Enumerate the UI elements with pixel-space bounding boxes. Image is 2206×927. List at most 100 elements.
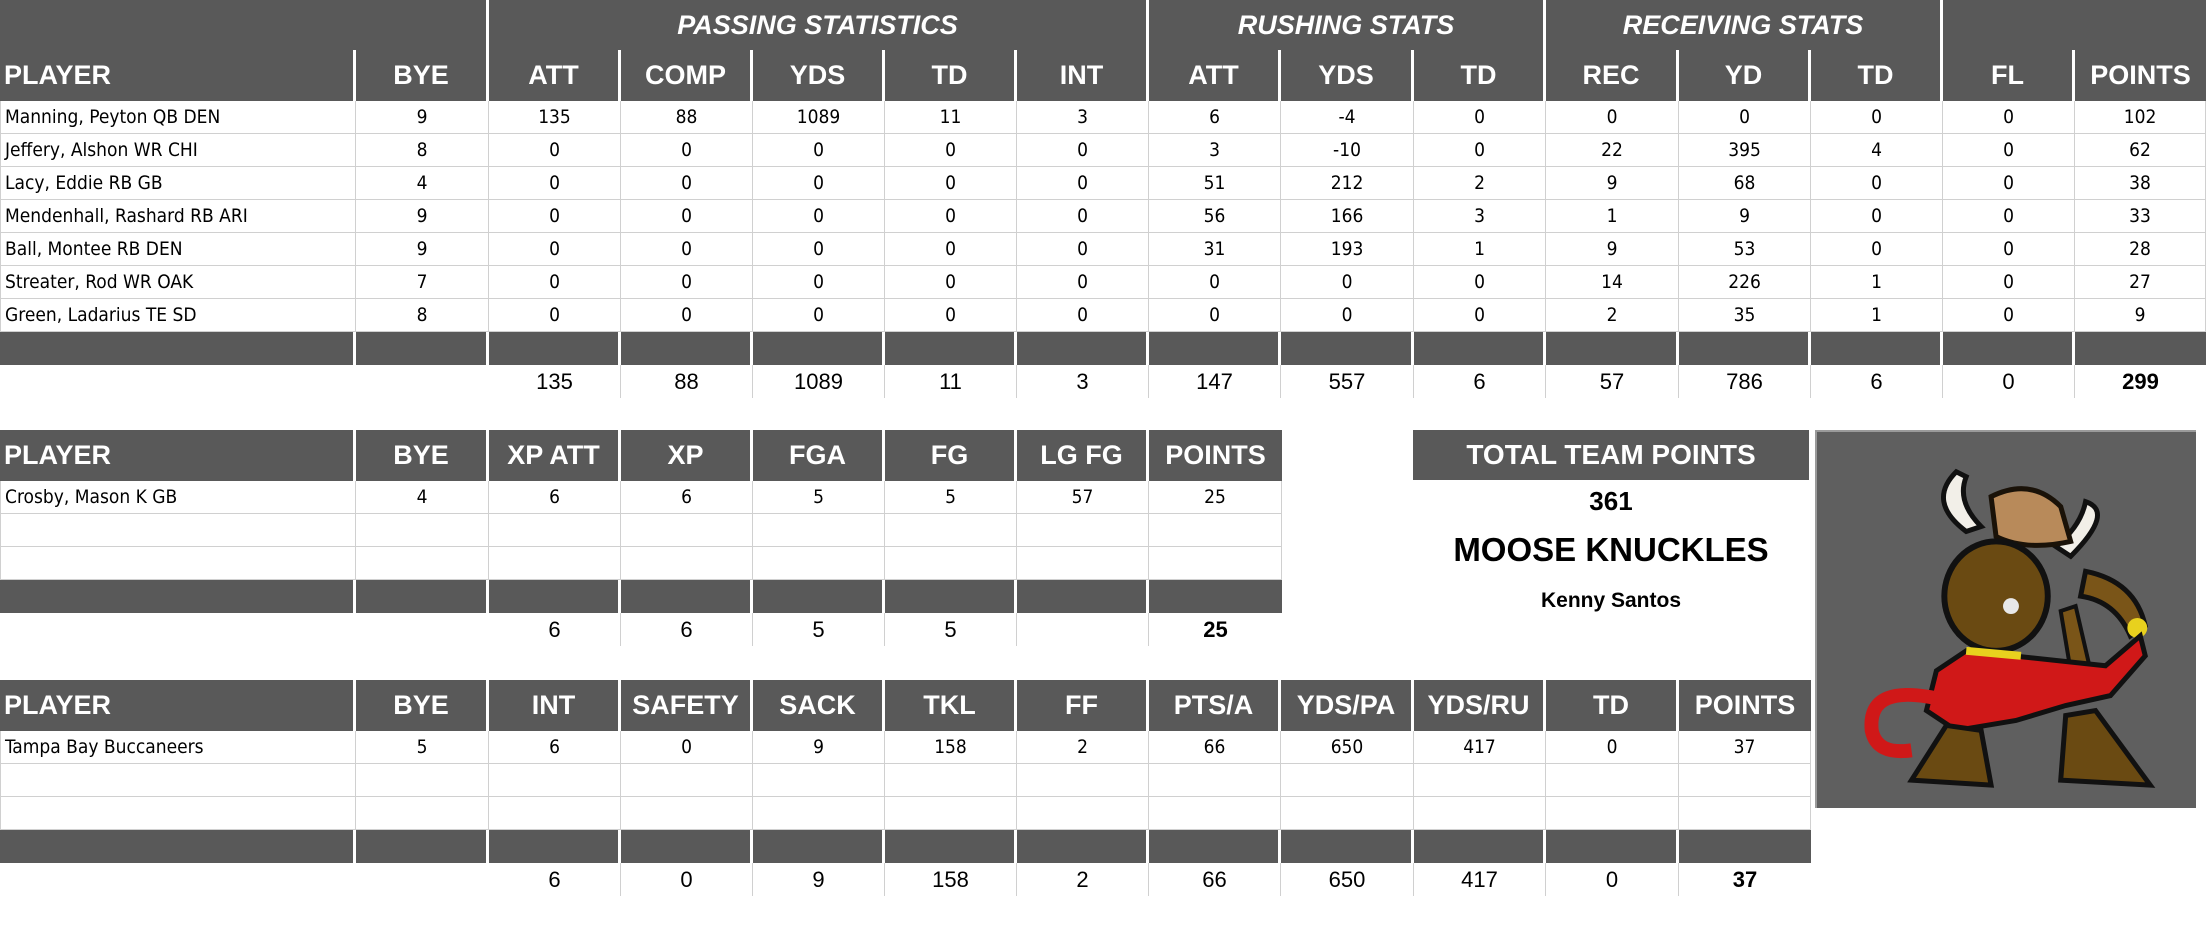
stat-cell[interactable]: 3 xyxy=(1017,101,1150,134)
stat-cell[interactable]: 0 xyxy=(621,200,753,233)
stat-cell[interactable]: 0 xyxy=(1281,266,1415,299)
player-name-cell[interactable]: Crosby, Mason K GB xyxy=(0,481,356,514)
stat-cell[interactable]: 0 xyxy=(621,134,753,167)
stat-cell[interactable]: 33 xyxy=(2075,200,2206,233)
stat-cell[interactable]: 57 xyxy=(1017,481,1149,514)
stat-cell[interactable]: 0 xyxy=(885,167,1017,200)
stat-cell[interactable]: 0 xyxy=(1943,299,2076,332)
stat-cell[interactable]: 9 xyxy=(356,101,489,134)
stat-cell[interactable] xyxy=(1281,764,1414,797)
player-name-cell[interactable] xyxy=(0,547,356,580)
stat-cell[interactable] xyxy=(1414,797,1546,830)
stat-cell[interactable] xyxy=(1149,547,1282,580)
stat-cell[interactable]: 0 xyxy=(489,134,621,167)
stat-cell[interactable]: 6 xyxy=(489,731,621,764)
stat-cell[interactable]: 0 xyxy=(489,299,621,332)
stat-cell[interactable]: 0 xyxy=(1679,101,1812,134)
stat-cell[interactable]: 11 xyxy=(885,101,1017,134)
stat-cell[interactable]: 9 xyxy=(356,200,489,233)
stat-cell[interactable] xyxy=(753,764,885,797)
stat-cell[interactable]: 0 xyxy=(621,299,753,332)
stat-cell[interactable]: 31 xyxy=(1149,233,1282,266)
stat-cell[interactable]: 66 xyxy=(1149,731,1281,764)
player-name-cell[interactable]: Manning, Peyton QB DEN xyxy=(0,101,356,134)
stat-cell[interactable]: 102 xyxy=(2075,101,2206,134)
stat-cell[interactable]: 0 xyxy=(753,200,885,233)
stat-cell[interactable] xyxy=(885,514,1017,547)
stat-cell[interactable]: 5 xyxy=(753,481,885,514)
stat-cell[interactable]: 8 xyxy=(356,299,489,332)
stat-cell[interactable] xyxy=(356,547,489,580)
stat-cell[interactable] xyxy=(885,797,1017,830)
player-name-cell[interactable]: Green, Ladarius TE SD xyxy=(0,299,356,332)
stat-cell[interactable]: 0 xyxy=(885,134,1017,167)
player-name-cell[interactable]: Streater, Rod WR OAK xyxy=(0,266,356,299)
player-name-cell[interactable] xyxy=(0,797,356,830)
stat-cell[interactable] xyxy=(489,514,621,547)
stat-cell[interactable]: 0 xyxy=(1943,200,2076,233)
stat-cell[interactable]: 212 xyxy=(1281,167,1415,200)
stat-cell[interactable]: 5 xyxy=(885,481,1017,514)
stat-cell[interactable]: 2 xyxy=(1414,167,1547,200)
stat-cell[interactable]: 0 xyxy=(885,233,1017,266)
stat-cell[interactable]: 9 xyxy=(753,731,885,764)
stat-cell[interactable]: 7 xyxy=(356,266,489,299)
stat-cell[interactable] xyxy=(621,547,753,580)
stat-cell[interactable]: -4 xyxy=(1281,101,1415,134)
stat-cell[interactable]: 0 xyxy=(1811,233,1944,266)
stat-cell[interactable] xyxy=(885,547,1017,580)
stat-cell[interactable] xyxy=(753,797,885,830)
player-name-cell[interactable] xyxy=(0,514,356,547)
stat-cell[interactable] xyxy=(356,797,489,830)
stat-cell[interactable]: 0 xyxy=(1414,299,1547,332)
stat-cell[interactable]: 417 xyxy=(1414,731,1546,764)
stat-cell[interactable]: 88 xyxy=(621,101,753,134)
stat-cell[interactable]: 25 xyxy=(1149,481,1282,514)
stat-cell[interactable] xyxy=(489,547,621,580)
stat-cell[interactable]: 0 xyxy=(753,233,885,266)
stat-cell[interactable]: 4 xyxy=(356,167,489,200)
stat-cell[interactable] xyxy=(489,764,621,797)
stat-cell[interactable] xyxy=(356,764,489,797)
stat-cell[interactable]: 226 xyxy=(1679,266,1812,299)
stat-cell[interactable]: 62 xyxy=(2075,134,2206,167)
stat-cell[interactable]: 135 xyxy=(489,101,621,134)
stat-cell[interactable]: 0 xyxy=(1414,101,1547,134)
stat-cell[interactable]: 0 xyxy=(1943,266,2076,299)
stat-cell[interactable]: 0 xyxy=(885,266,1017,299)
stat-cell[interactable]: 0 xyxy=(489,200,621,233)
stat-cell[interactable]: 0 xyxy=(1811,101,1944,134)
stat-cell[interactable]: 0 xyxy=(885,299,1017,332)
stat-cell[interactable]: 0 xyxy=(1017,167,1150,200)
stat-cell[interactable]: 0 xyxy=(753,299,885,332)
stat-cell[interactable] xyxy=(1149,514,1282,547)
stat-cell[interactable]: 9 xyxy=(1546,233,1680,266)
stat-cell[interactable]: 6 xyxy=(621,481,753,514)
player-name-cell[interactable]: Jeffery, Alshon WR CHI xyxy=(0,134,356,167)
stat-cell[interactable]: 53 xyxy=(1679,233,1812,266)
stat-cell[interactable]: 158 xyxy=(885,731,1017,764)
stat-cell[interactable]: 1 xyxy=(1811,266,1944,299)
stat-cell[interactable] xyxy=(1414,764,1546,797)
stat-cell[interactable]: 27 xyxy=(2075,266,2206,299)
stat-cell[interactable]: 0 xyxy=(1546,101,1680,134)
stat-cell[interactable]: 14 xyxy=(1546,266,1680,299)
stat-cell[interactable] xyxy=(753,547,885,580)
stat-cell[interactable]: 1089 xyxy=(753,101,885,134)
stat-cell[interactable] xyxy=(621,797,753,830)
stat-cell[interactable]: 166 xyxy=(1281,200,1415,233)
stat-cell[interactable]: 35 xyxy=(1679,299,1812,332)
stat-cell[interactable]: 3 xyxy=(1414,200,1547,233)
stat-cell[interactable]: 0 xyxy=(1017,134,1150,167)
stat-cell[interactable] xyxy=(1679,797,1811,830)
stat-cell[interactable]: 9 xyxy=(1679,200,1812,233)
stat-cell[interactable]: 2 xyxy=(1017,731,1149,764)
stat-cell[interactable] xyxy=(1546,797,1679,830)
stat-cell[interactable] xyxy=(885,764,1017,797)
player-name-cell[interactable]: Ball, Montee RB DEN xyxy=(0,233,356,266)
stat-cell[interactable]: -10 xyxy=(1281,134,1415,167)
stat-cell[interactable]: 0 xyxy=(885,200,1017,233)
stat-cell[interactable] xyxy=(753,514,885,547)
stat-cell[interactable]: 0 xyxy=(753,167,885,200)
stat-cell[interactable]: 4 xyxy=(1811,134,1944,167)
